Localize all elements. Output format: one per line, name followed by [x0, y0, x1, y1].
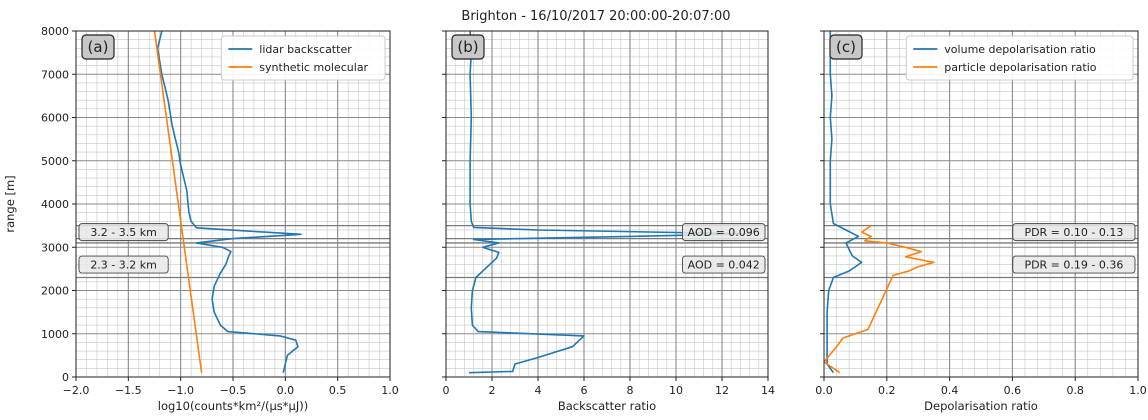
x-tick-label: −1.5: [115, 384, 142, 397]
x-tick-label: −0.5: [220, 384, 247, 397]
y-tick-label: 3000: [41, 241, 69, 254]
x-tick-label: 0.6: [1004, 384, 1022, 397]
series-line-1: [156, 31, 302, 373]
x-tick-label: 1.0: [381, 384, 399, 397]
series-line-2: [153, 31, 203, 373]
panel-2: 0 2 4 6 8 10 12 14 Backscatter ratio (b) AOD = 0.0…: [442, 30, 775, 413]
y-tick-label: 4000: [41, 198, 69, 211]
y-tick-label: 1000: [41, 328, 69, 341]
panel-tag-box: [829, 34, 863, 60]
annotation-label: AOD = 0.096: [688, 226, 760, 239]
figure-title: Brighton - 16/10/2017 20:00:00-20:07:00: [461, 9, 730, 24]
annotation-box: [1012, 223, 1136, 242]
x-tick-label: 12: [715, 384, 729, 397]
x-tick-label: 0: [443, 384, 450, 397]
annotation-box: [78, 223, 169, 242]
x-tick-label: 14: [761, 384, 775, 397]
annotation: 2.3 - 3.2 km: [78, 255, 169, 274]
panel-tag-box: [451, 34, 485, 60]
major-grid: [446, 31, 768, 377]
legend: lidar backscatter synthetic molecular: [220, 35, 386, 81]
x-tick-label: −1.0: [167, 384, 194, 397]
x-axis-label: log10(counts*km²/(µs*µJ)): [158, 399, 308, 413]
x-tick-label: 0.0: [815, 384, 833, 397]
x-tick-label: 1.0: [1129, 384, 1147, 397]
series-line-2: [824, 224, 935, 374]
annotation-box: [1012, 255, 1136, 274]
annotation-label: AOD = 0.042: [688, 259, 760, 272]
x-tick-label: 8: [627, 384, 634, 397]
annotation-label: PDR = 0.10 - 0.13: [1024, 226, 1123, 239]
annotation-label: 3.2 - 3.5 km: [90, 226, 157, 239]
panel-tag-label: (b): [457, 38, 478, 56]
y-axis-label: range [m]: [3, 175, 17, 232]
x-tick-label: −2.0: [63, 384, 90, 397]
annotation: PDR = 0.10 - 0.13: [1012, 223, 1136, 242]
legend: volume depolarisation ratio particle depo…: [905, 35, 1134, 81]
x-tick-label: 0.0: [277, 384, 295, 397]
panel-1: −2.0 −1.5 −1.0 −0.5 0.0 0.5 1.0 0 1000 2000 3000 40…: [3, 25, 399, 413]
y-tick-label: 2000: [41, 285, 69, 298]
x-axis-label: Backscatter ratio: [558, 399, 656, 413]
annotation-label: 2.3 - 3.2 km: [90, 259, 157, 272]
annotation-label: PDR = 0.19 - 0.36: [1024, 259, 1123, 272]
annotation: 3.2 - 3.5 km: [78, 223, 169, 242]
panel-tag-label: (c): [836, 38, 856, 56]
minor-grid: [446, 31, 768, 377]
x-tick-label: 0.5: [329, 384, 347, 397]
y-tick-label: 8000: [41, 25, 69, 38]
x-tick-label: 2: [489, 384, 496, 397]
x-tick-label: 0.8: [1066, 384, 1084, 397]
panel-3: 0.0 0.2 0.4 0.6 0.8 1.0 Depolarisation ratio (c…: [815, 30, 1147, 413]
x-tick-label: 6: [581, 384, 588, 397]
panel-tag-label: (a): [88, 38, 109, 56]
x-axis-label: Depolarisation ratio: [924, 399, 1038, 413]
annotation: AOD = 0.096: [681, 223, 766, 242]
annotation-box: [681, 223, 766, 242]
x-tick-label: 4: [535, 384, 542, 397]
y-tick-label: 5000: [41, 155, 69, 168]
legend-box: [220, 35, 386, 81]
legend-label: synthetic molecular: [259, 61, 368, 74]
legend-label: lidar backscatter: [259, 43, 352, 56]
panel-tag: (b): [451, 34, 485, 60]
x-tick-label: 0.2: [878, 384, 896, 397]
y-tick-label: 6000: [41, 112, 69, 125]
annotation-box: [681, 255, 766, 274]
x-tick-label: 10: [669, 384, 683, 397]
annotation-box: [78, 255, 169, 274]
major-grid: [76, 31, 390, 377]
series-line-1: [826, 31, 863, 374]
legend-label: volume depolarisation ratio: [944, 43, 1096, 56]
y-tick-label: 7000: [41, 68, 69, 81]
annotation: PDR = 0.19 - 0.36: [1012, 255, 1136, 274]
x-tick-label: 0.4: [941, 384, 959, 397]
panel-tag: (c): [829, 34, 863, 60]
annotation: AOD = 0.042: [681, 255, 766, 274]
series-line-1: [468, 31, 751, 374]
panel-tag: (a): [81, 34, 115, 60]
legend-box: [905, 35, 1134, 81]
legend-label: particle depolarisation ratio: [944, 61, 1096, 74]
panel-tag-box: [81, 34, 115, 60]
y-tick-label: 0: [62, 371, 69, 384]
